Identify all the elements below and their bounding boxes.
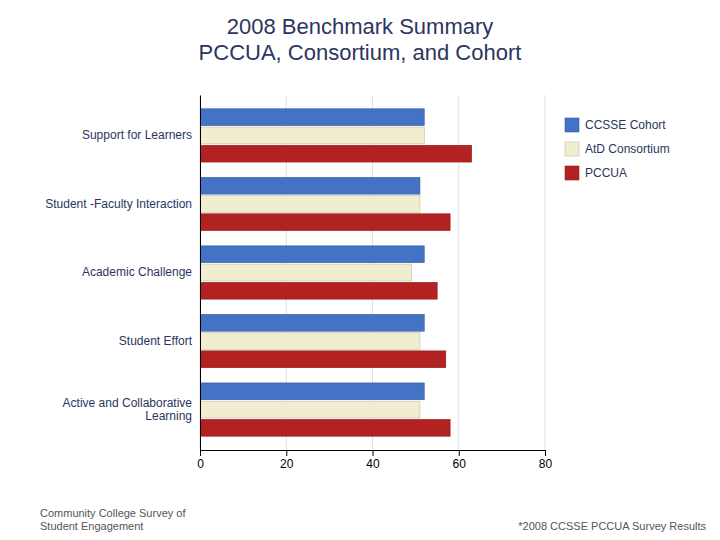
text-line: Learning <box>145 409 192 423</box>
y-tick: Support for Learners <box>82 128 192 142</box>
annotation: *2008 CCSSE PCCUA Survey Results <box>518 520 706 532</box>
legend-label: CCSSE Cohort <box>585 118 666 132</box>
bar <box>200 264 411 281</box>
x-tick: 60 <box>453 450 467 471</box>
x-tick-mark <box>373 450 374 456</box>
x-tick-label: 60 <box>453 457 467 471</box>
y-tick: Student Effort <box>119 334 193 348</box>
title: 2008 Benchmark SummaryPCCUA, Consortium,… <box>199 14 522 65</box>
text-line: PCCUA, Consortium, and Cohort <box>199 40 522 65</box>
text-line: Academic Challenge <box>82 265 192 279</box>
grid-line <box>200 95 201 450</box>
bar <box>200 127 424 144</box>
x-tick-label: 80 <box>539 457 553 471</box>
grid <box>200 95 545 450</box>
bar <box>200 314 424 331</box>
text-line: Community College Survey of <box>40 507 186 519</box>
x-tick-mark <box>545 450 546 456</box>
x-tick-mark <box>200 450 201 456</box>
grid-line <box>545 95 546 450</box>
bar <box>200 196 420 213</box>
y-axis: Active and CollaborativeLearning Student … <box>45 96 200 451</box>
legend-label: AtD Consortium <box>585 142 670 156</box>
bar <box>200 351 446 368</box>
y-tick-label: Active and CollaborativeLearning <box>63 396 193 424</box>
bar-series <box>200 145 472 436</box>
legend-item: AtD Consortium <box>565 142 670 156</box>
legend: CCSSE Cohort AtD Consortium PCCUA <box>565 118 670 180</box>
x-tick: 40 <box>366 450 380 471</box>
x-axis: 0 20 40 60 80 <box>197 450 552 471</box>
y-tick-label: Student Effort <box>119 334 193 348</box>
bars <box>200 109 472 436</box>
legend-swatch <box>565 142 579 156</box>
background <box>0 0 720 540</box>
y-axis-line <box>200 96 201 451</box>
bar <box>200 145 472 162</box>
x-tick: 0 <box>197 450 204 471</box>
y-tick: Active and CollaborativeLearning <box>63 396 193 424</box>
bar <box>200 177 420 194</box>
x-tick-mark <box>459 450 460 456</box>
bar-series <box>200 127 424 418</box>
bar <box>200 419 450 436</box>
y-tick: Academic Challenge <box>82 265 192 279</box>
bar <box>200 401 420 418</box>
bar <box>200 109 424 126</box>
legend-swatch <box>565 166 579 180</box>
x-tick-label: 0 <box>197 457 204 471</box>
x-tick-label: 40 <box>366 457 380 471</box>
text-line: Support for Learners <box>82 128 192 142</box>
y-tick-label: Academic Challenge <box>82 265 192 279</box>
legend-swatch <box>565 118 579 132</box>
legend-item: PCCUA <box>565 166 627 180</box>
legend-item: CCSSE Cohort <box>565 118 666 132</box>
x-axis-line <box>201 451 546 457</box>
x-tick: 20 <box>280 450 294 471</box>
legend-label: PCCUA <box>585 166 627 180</box>
bar <box>200 246 424 263</box>
x-tick: 80 <box>539 450 553 471</box>
plot-area: 0 20 40 60 80 Active and CollaborativeLearnin… <box>45 95 552 471</box>
bar <box>200 214 450 231</box>
text-line: Student Engagement <box>40 520 143 532</box>
x-tick-mark <box>286 450 287 456</box>
x-tick-label: 20 <box>280 457 294 471</box>
bar <box>200 383 424 400</box>
text-line: Student -Faculty Interaction <box>45 197 192 211</box>
annotation: Community College Survey ofStudent Engag… <box>40 507 186 532</box>
y-tick: Student -Faculty Interaction <box>45 197 192 211</box>
text-line: 2008 Benchmark Summary <box>227 14 494 39</box>
text-line: Active and Collaborative <box>63 396 193 410</box>
chart: 2008 Benchmark SummaryPCCUA, Consortium,… <box>0 0 720 540</box>
bar <box>200 282 437 299</box>
bar <box>200 333 420 350</box>
text-line: *2008 CCSSE PCCUA Survey Results <box>518 520 706 532</box>
y-tick-label: Student -Faculty Interaction <box>45 197 192 211</box>
text-line: Student Effort <box>119 334 193 348</box>
y-tick-label: Support for Learners <box>82 128 192 142</box>
